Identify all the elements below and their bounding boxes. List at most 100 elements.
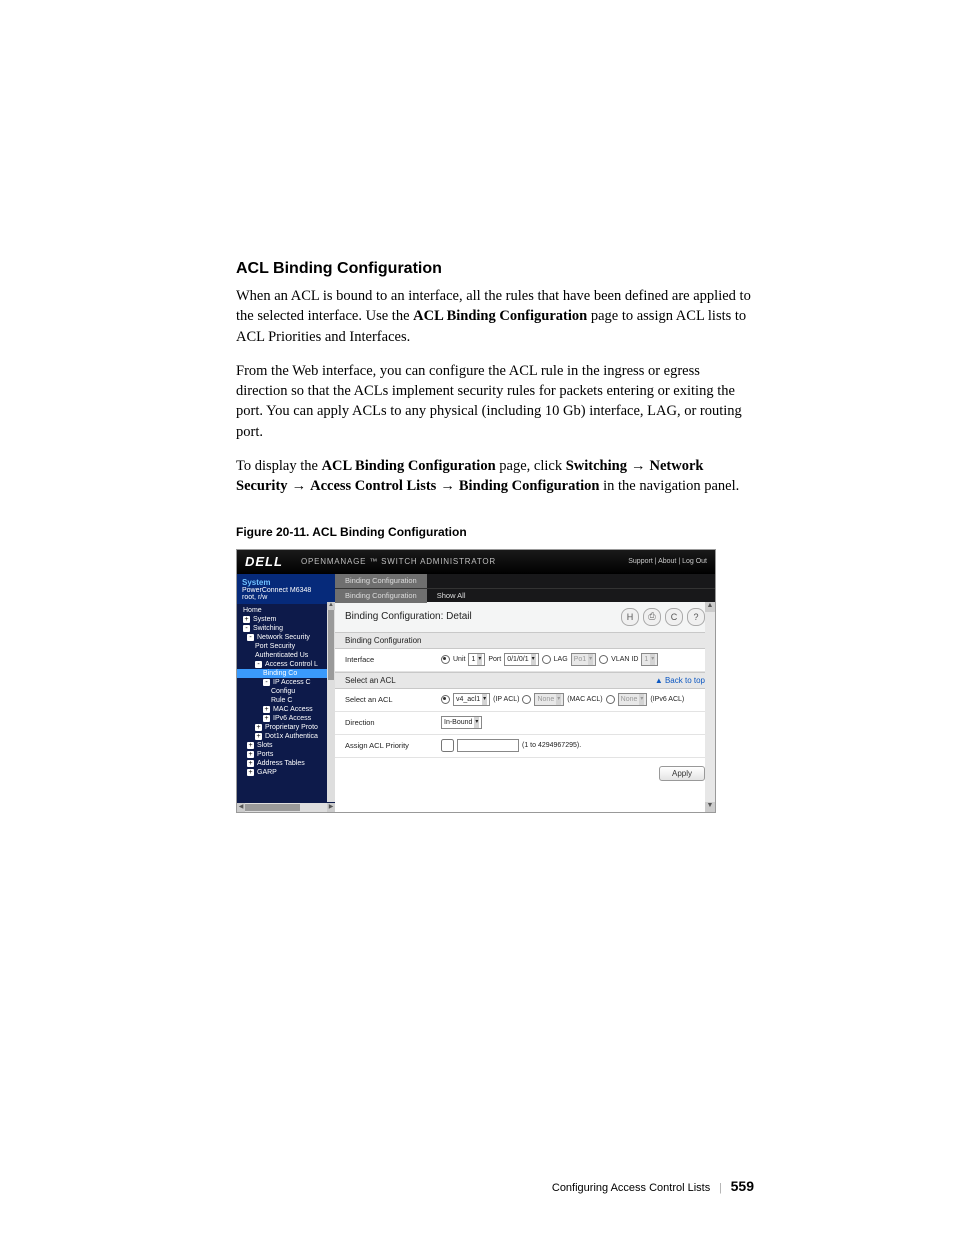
nav-item-switching[interactable]: -Switching [237,624,335,633]
expand-icon[interactable]: + [263,715,270,722]
nav-item-proprietary-proto[interactable]: +Proprietary Proto [237,723,335,732]
nav-item-ports[interactable]: +Ports [237,750,335,759]
expand-icon[interactable]: + [255,733,262,740]
nav-item-label: Binding Co [263,670,297,677]
nav-item-network-security[interactable]: -Network Security [237,633,335,642]
chevron-down-icon: ▾ [477,654,482,665]
help-icon[interactable]: ? [687,608,705,626]
expand-icon[interactable]: + [247,742,254,749]
radio-ip-acl[interactable] [441,695,450,704]
priority-input[interactable] [457,739,519,752]
expand-icon[interactable]: + [247,760,254,767]
nav-switching: Switching [566,458,627,474]
tab-binding-config[interactable]: Binding Configuration [335,574,427,588]
nav-item-configu[interactable]: Configu [237,687,335,696]
unit-select[interactable]: 1▾ [468,653,485,666]
nav-item-home[interactable]: Home [237,606,335,615]
ipv6-acl-tag: (IPv6 ACL) [650,696,684,703]
system-info: System PowerConnect M6348 root, r/w [237,574,335,604]
detail-title: Binding Configuration: Detail [345,611,472,622]
interface-label: Interface [345,655,441,664]
expand-icon[interactable]: + [247,751,254,758]
direction-label: Direction [345,718,441,727]
print-icon[interactable]: ⎙ [643,608,661,626]
ip-acl-select[interactable]: v4_acl1▾ [453,693,490,706]
apply-button[interactable]: Apply [659,766,705,781]
lag-select: Po1▾ [571,653,596,666]
nav-item-label: Address Tables [257,760,305,767]
nav-item-label: Port Security [255,643,295,650]
chevron-down-icon: ▾ [639,694,644,705]
term: ACL Binding Configuration [322,458,496,474]
radio-vlan[interactable] [599,655,608,664]
back-to-top-link[interactable]: ▲ Back to top [655,676,705,685]
radio-ipv6-acl[interactable] [606,695,615,704]
scroll-up-icon[interactable]: ▲ [327,602,335,610]
group-label: Select an ACL [345,676,396,685]
direction-select[interactable]: In-Bound▾ [441,716,482,729]
vlan-label: VLAN ID [611,656,638,663]
nav-item-address-tables[interactable]: +Address Tables [237,759,335,768]
nav-item-label: IPv6 Access [273,715,311,722]
vlan-select: 1▾ [641,653,658,666]
save-icon[interactable]: H [621,608,639,626]
scroll-thumb[interactable] [245,804,300,811]
chapter-title: Configuring Access Control Lists [552,1182,710,1194]
nav-item-label: Ports [257,751,273,758]
priority-checkbox[interactable] [441,739,454,752]
collapse-icon[interactable]: - [255,661,262,668]
sidebar-hscroll[interactable]: ◀ ▶ [237,803,335,812]
scroll-down-icon[interactable]: ▼ [705,802,715,812]
scroll-left-icon[interactable]: ◀ [237,803,245,812]
scroll-thumb[interactable] [328,610,334,680]
scroll-up-icon[interactable]: ▲ [705,602,715,612]
collapse-icon[interactable]: - [243,625,250,632]
nav-item-binding-co[interactable]: Binding Co [237,669,335,678]
nav-item-port-security[interactable]: Port Security [237,642,335,651]
row-direction: Direction In-Bound▾ [335,712,715,735]
port-select[interactable]: 0/1/0/1▾ [504,653,538,666]
refresh-icon[interactable]: C [665,608,683,626]
unit-label: Unit [453,656,465,663]
nav-item-ipv6-access[interactable]: +IPv6 Access [237,714,335,723]
sidebar-vscroll[interactable]: ▲ [327,610,335,802]
dell-logo: DELL [245,554,283,569]
chevron-down-icon: ▾ [482,694,487,705]
nav-item-mac-access[interactable]: +MAC Access [237,705,335,714]
radio-lag[interactable] [542,655,551,664]
nav-item-system[interactable]: +System [237,615,335,624]
header-links[interactable]: Support | About | Log Out [628,558,707,565]
paragraph-2: From the Web interface, you can configur… [236,361,754,442]
scroll-right-icon[interactable]: ▶ [327,803,335,812]
nav-item-slots[interactable]: +Slots [237,741,335,750]
text: page, click [496,458,566,474]
mac-acl-tag: (MAC ACL) [567,696,602,703]
expand-icon[interactable]: + [247,769,254,776]
port-label: Port [488,656,501,663]
radio-mac-acl[interactable] [522,695,531,704]
collapse-icon[interactable]: - [247,634,254,641]
main-vscroll[interactable]: ▲ ▼ [705,602,715,812]
expand-icon[interactable]: + [243,616,250,623]
separator: | [719,1180,721,1194]
page-footer: Configuring Access Control Lists | 559 [552,1178,754,1195]
nav-item-rule-c[interactable]: Rule C [237,696,335,705]
section-heading: ACL Binding Configuration [236,260,754,278]
subtab-binding-config[interactable]: Binding Configuration [335,589,427,603]
chevron-down-icon: ▾ [474,717,479,728]
nav-item-label: IP Access C [273,679,311,686]
expand-icon[interactable]: + [255,724,262,731]
nav-item-dot1x-authentica[interactable]: +Dot1x Authentica [237,732,335,741]
nav-item-access-control-l[interactable]: -Access Control L [237,660,335,669]
nav-item-garp[interactable]: +GARP [237,768,335,777]
nav-item-label: Rule C [271,697,292,704]
collapse-icon[interactable]: - [263,679,270,686]
expand-icon[interactable]: + [263,706,270,713]
nav-item-ip-access-c[interactable]: -IP Access C [237,678,335,687]
paragraph-1: When an ACL is bound to an interface, al… [236,286,754,347]
nav-item-authenticated-us[interactable]: Authenticated Us [237,651,335,660]
chevron-down-icon: ▾ [531,654,536,665]
subtab-show-all[interactable]: Show All [427,589,476,603]
nav-item-label: Authenticated Us [255,652,308,659]
radio-unit[interactable] [441,655,450,664]
